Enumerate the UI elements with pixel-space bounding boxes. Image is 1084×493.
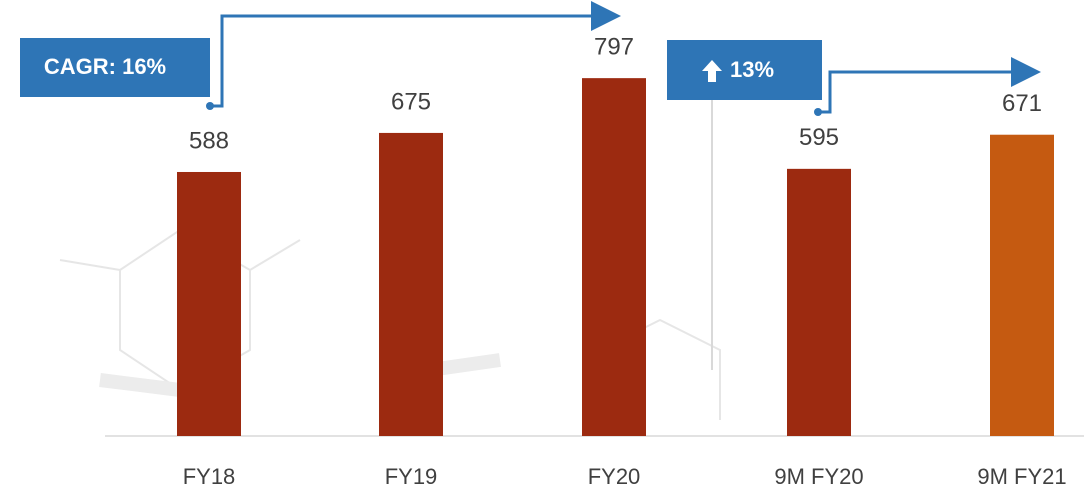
data-label: 675 bbox=[391, 88, 431, 115]
annotation-text: CAGR: 16% bbox=[44, 54, 166, 79]
annotation-box bbox=[20, 38, 210, 97]
data-label: 671 bbox=[1002, 90, 1042, 117]
bar bbox=[177, 171, 241, 436]
arrow-dot bbox=[206, 102, 214, 110]
x-tick-label: FY18 bbox=[183, 464, 236, 489]
x-tick-label: 9M FY21 bbox=[977, 464, 1066, 489]
annotation-arrow bbox=[210, 1, 621, 108]
data-label: 797 bbox=[594, 33, 634, 60]
growth-annotation: 13% bbox=[667, 40, 1041, 116]
annotation-box bbox=[667, 40, 822, 100]
bar bbox=[787, 168, 851, 436]
data-label: 595 bbox=[799, 124, 839, 151]
x-tick-label: 9M FY20 bbox=[774, 464, 863, 489]
bar bbox=[582, 78, 646, 436]
bar bbox=[379, 132, 443, 437]
annotation-text: 13% bbox=[730, 57, 774, 82]
cagr-annotation: CAGR: 16% bbox=[20, 1, 621, 110]
data-label: 588 bbox=[189, 127, 229, 154]
annotation-arrow bbox=[818, 57, 1041, 114]
x-tick-label: FY20 bbox=[588, 464, 641, 489]
bar bbox=[990, 134, 1054, 436]
x-tick-label: FY19 bbox=[385, 464, 438, 489]
up-arrow-icon bbox=[702, 60, 722, 82]
arrow-dot bbox=[814, 108, 822, 116]
